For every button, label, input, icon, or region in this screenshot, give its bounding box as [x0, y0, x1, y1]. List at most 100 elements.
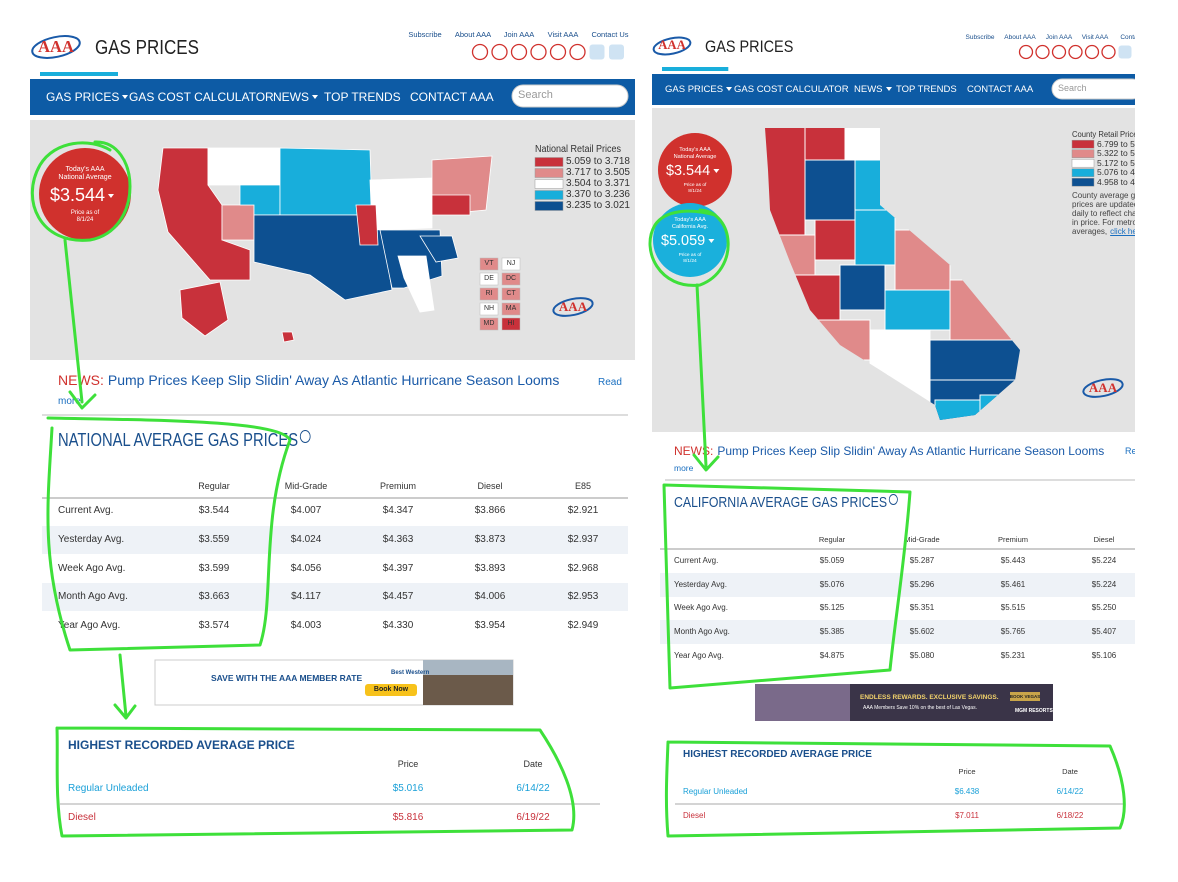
price-cell: $4.056: [290, 562, 322, 574]
logo-brand: AAA: [38, 36, 74, 56]
top-link[interactable]: About AAA: [454, 30, 492, 40]
price-cell: $5.443: [1000, 556, 1026, 566]
social-icon: [1018, 44, 1034, 60]
badge-price: $5.059: [661, 233, 715, 250]
price-cell: $4.007: [290, 504, 322, 516]
record-label: Regular Unleaded: [683, 787, 748, 797]
price-cell: $4.457: [382, 590, 414, 602]
price-cell: $5.224: [1091, 580, 1117, 590]
read-more[interactable]: more: [58, 395, 81, 407]
read-more[interactable]: Re: [1125, 446, 1135, 457]
top-link[interactable]: Join AAA: [1045, 33, 1073, 41]
price-cell: $5.106: [1091, 651, 1117, 661]
legend-swatch: [1071, 149, 1095, 158]
legend-label: 3.717 to 3.505: [566, 166, 630, 178]
map-region: [844, 128, 886, 161]
price-cell: $4.397: [382, 562, 414, 574]
nav-item[interactable]: GAS PRICES: [665, 84, 733, 95]
row-band: [660, 573, 1135, 597]
news-headline[interactable]: Pump Prices Keep Slip Slidin' Away As At…: [717, 443, 1105, 458]
table-title: CALIFORNIA AVERAGE GAS PRICES: [674, 493, 898, 512]
price-cell: $5.296: [909, 580, 935, 590]
social-icon: [609, 44, 624, 60]
search-box: [511, 84, 629, 108]
ad-brand: MGM RESORTS: [1015, 707, 1053, 714]
table-title: NATIONAL AVERAGE GAS PRICES: [58, 429, 311, 452]
legend-link[interactable]: click her: [1110, 226, 1135, 236]
legend-label: 3.370 to 3.236: [566, 188, 630, 200]
price-cell: $2.949: [567, 619, 599, 631]
top-link[interactable]: Subscribe: [965, 33, 995, 41]
ad-button-text[interactable]: BOOK VEGAS: [1009, 693, 1041, 699]
price-cell: $5.287: [909, 556, 935, 566]
map-region: [221, 204, 255, 241]
price-cell: $3.873: [474, 533, 506, 545]
legend-label: 5.172 to 5.4: [1097, 157, 1135, 168]
top-link[interactable]: Visit AAA: [1081, 33, 1109, 41]
nav-item[interactable]: CONTACT AAA: [967, 83, 1034, 95]
read-more[interactable]: Read: [598, 376, 622, 388]
top-link[interactable]: Conta: [1120, 33, 1135, 41]
logo-oval: [652, 36, 692, 56]
nav-item[interactable]: NEWS: [273, 90, 318, 104]
logo-oval: [31, 35, 81, 59]
row-label: Current Avg.: [674, 556, 719, 566]
state-box: [479, 317, 499, 331]
social-icon: [1051, 44, 1067, 60]
map-region: [884, 289, 956, 331]
average-badge: [658, 133, 732, 207]
state-label: VT: [484, 259, 494, 267]
nav-item[interactable]: TOP TRENDS: [896, 83, 957, 95]
price-cell: $2.968: [567, 562, 599, 574]
nav-item[interactable]: NEWS: [854, 84, 892, 95]
social-icon: [491, 43, 508, 61]
top-link[interactable]: Visit AAA: [547, 30, 579, 40]
search-placeholder[interactable]: Search: [1058, 83, 1087, 94]
state-box: [479, 302, 499, 316]
social-icon: [1068, 44, 1083, 60]
top-link[interactable]: About AAA: [1004, 33, 1036, 41]
search-placeholder[interactable]: Search: [518, 89, 553, 102]
price-cell: $5.125: [819, 603, 845, 613]
info-icon[interactable]: [299, 429, 311, 443]
ad-photo-sky: [423, 660, 513, 675]
top-link[interactable]: Join AAA: [503, 30, 535, 40]
price-cell: $4.003: [290, 619, 322, 631]
state-box: [479, 287, 499, 301]
map-region: [355, 204, 379, 246]
social-icon: [1101, 44, 1116, 60]
ad-button-text[interactable]: Book Now: [373, 685, 409, 693]
legend-label: 4.958 to 4.: [1097, 176, 1135, 187]
price-cell: $5.224: [1091, 556, 1117, 566]
nav-item[interactable]: GAS PRICES: [46, 90, 129, 104]
news-headline[interactable]: Pump Prices Keep Slip Slidin' Away As At…: [107, 372, 560, 389]
legend-note: prices are updated: [1072, 199, 1135, 209]
price-cell: $3.574: [198, 619, 230, 631]
ad-photo: [755, 684, 850, 721]
map-region: [431, 194, 471, 216]
price-cell: $3.954: [474, 619, 506, 631]
legend-swatch: [534, 190, 564, 200]
record-header: Price: [397, 759, 419, 770]
column-header: Diesel: [477, 481, 503, 492]
top-link[interactable]: Contact Us: [591, 30, 629, 40]
map-logo-oval: [1082, 378, 1124, 398]
nav-item[interactable]: CONTACT AAA: [410, 89, 494, 104]
record-label: Diesel: [68, 811, 96, 823]
nav-item[interactable]: GAS COST CALCULATOR: [734, 83, 849, 95]
column-header: Regular: [818, 535, 846, 545]
row-label: Week Ago Avg.: [58, 562, 126, 574]
legend-swatch: [534, 168, 564, 178]
nav-item[interactable]: TOP TRENDS: [324, 89, 401, 104]
legend-swatch: [1071, 158, 1095, 168]
price-cell: $4.330: [382, 619, 414, 631]
read-more[interactable]: more: [674, 462, 694, 473]
top-link[interactable]: Subscribe: [408, 30, 442, 40]
map-region: [179, 281, 229, 337]
price-cell: $5.407: [1091, 627, 1117, 637]
nav-item[interactable]: GAS COST CALCULATOR: [129, 89, 274, 104]
info-icon[interactable]: [888, 493, 898, 505]
legend-label: 5.076 to 4.: [1097, 167, 1135, 178]
badge-date: Price as of 8/1/24: [70, 210, 100, 224]
state-box: [501, 257, 521, 271]
